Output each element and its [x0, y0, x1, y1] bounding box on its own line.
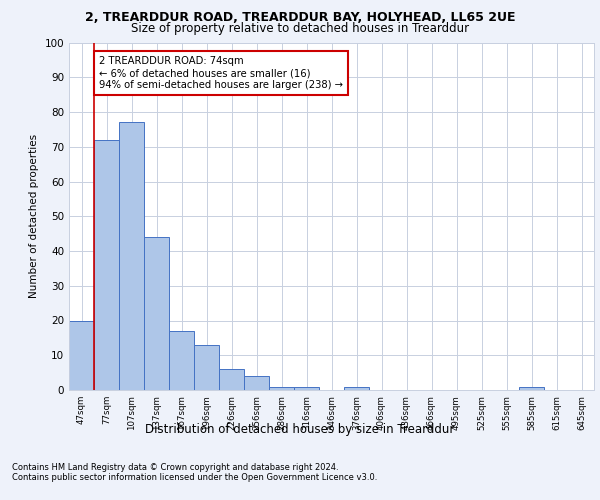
Bar: [144, 237, 169, 390]
Bar: [119, 122, 144, 390]
Bar: [169, 331, 194, 390]
Text: 2 TREARDDUR ROAD: 74sqm
← 6% of detached houses are smaller (16)
94% of semi-det: 2 TREARDDUR ROAD: 74sqm ← 6% of detached…: [99, 56, 343, 90]
Bar: [344, 386, 369, 390]
Bar: [94, 140, 119, 390]
Text: Contains HM Land Registry data © Crown copyright and database right 2024.: Contains HM Land Registry data © Crown c…: [12, 462, 338, 471]
Text: 2, TREARDDUR ROAD, TREARDDUR BAY, HOLYHEAD, LL65 2UE: 2, TREARDDUR ROAD, TREARDDUR BAY, HOLYHE…: [85, 11, 515, 24]
Bar: [519, 386, 544, 390]
Text: Size of property relative to detached houses in Trearddur: Size of property relative to detached ho…: [131, 22, 469, 35]
Text: Distribution of detached houses by size in Trearddur: Distribution of detached houses by size …: [145, 422, 455, 436]
Bar: [294, 386, 319, 390]
Bar: [69, 320, 94, 390]
Y-axis label: Number of detached properties: Number of detached properties: [29, 134, 39, 298]
Bar: [194, 345, 219, 390]
Text: Contains public sector information licensed under the Open Government Licence v3: Contains public sector information licen…: [12, 472, 377, 482]
Bar: [219, 369, 244, 390]
Bar: [244, 376, 269, 390]
Bar: [269, 386, 294, 390]
